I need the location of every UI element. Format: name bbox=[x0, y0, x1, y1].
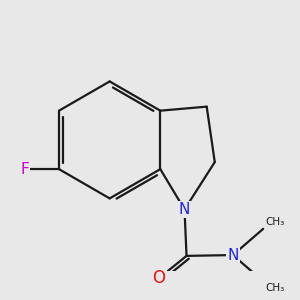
Text: O: O bbox=[153, 269, 166, 287]
Text: N: N bbox=[227, 248, 238, 262]
Text: CH₃: CH₃ bbox=[265, 217, 284, 227]
Text: CH₃: CH₃ bbox=[265, 283, 284, 293]
Text: F: F bbox=[20, 162, 29, 177]
Text: N: N bbox=[179, 202, 190, 217]
